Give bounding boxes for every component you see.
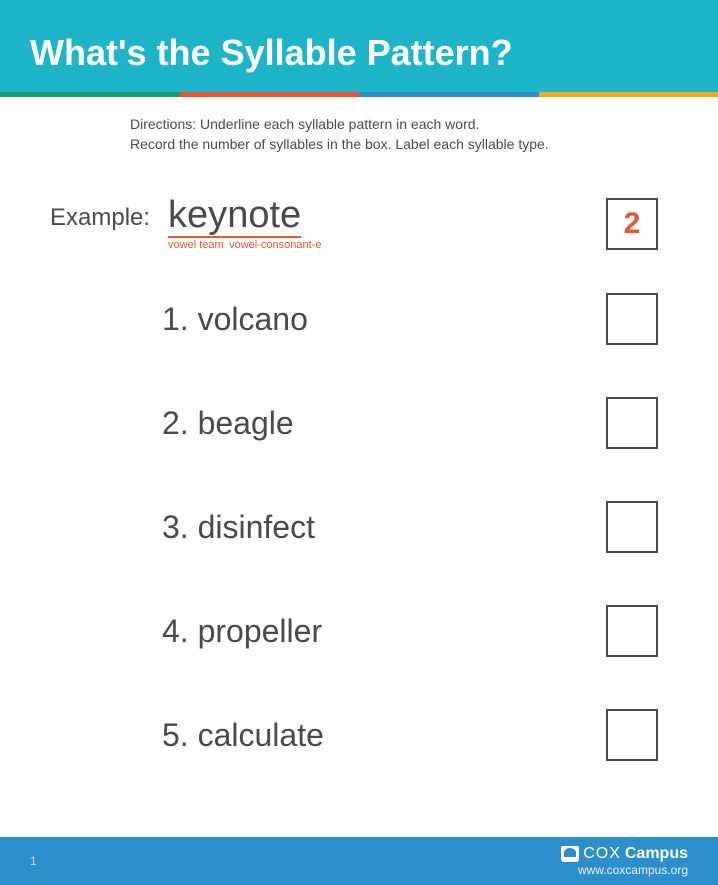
- item-row: 4. propeller: [50, 605, 658, 657]
- item-word: 1. volcano: [162, 301, 606, 338]
- color-strip: [0, 92, 718, 97]
- item-text: disinfect: [198, 509, 315, 545]
- syllable-type-2: vowel-consonant-e: [229, 239, 321, 251]
- answer-box[interactable]: [606, 293, 658, 345]
- footer: 1 COX Campus www.coxcampus.org: [0, 837, 718, 885]
- brand-cox: COX: [583, 845, 621, 863]
- answer-box[interactable]: [606, 501, 658, 553]
- example-answer-box: 2: [606, 198, 658, 250]
- strip-segment: [539, 92, 718, 97]
- page-number: 1: [30, 854, 37, 868]
- item-num: 5.: [162, 717, 189, 753]
- item-row: 2. beagle: [50, 397, 658, 449]
- book-icon: [561, 846, 579, 862]
- example-word-wrap: keynote vowel team vowel-consonant-e: [168, 194, 606, 251]
- footer-brand: COX Campus www.coxcampus.org: [561, 845, 688, 877]
- directions-line: Record the number of syllables in the bo…: [130, 135, 718, 155]
- item-word: 4. propeller: [162, 613, 606, 650]
- brand-campus: Campus: [625, 845, 688, 863]
- item-text: propeller: [198, 613, 323, 649]
- item-word: 2. beagle: [162, 405, 606, 442]
- syllable-2: note: [227, 194, 301, 238]
- example-label: Example:: [50, 194, 150, 232]
- syllable-type-labels: vowel team vowel-consonant-e: [168, 239, 606, 251]
- directions-line: Directions: Underline each syllable patt…: [130, 115, 718, 135]
- item-row: 3. disinfect: [50, 501, 658, 553]
- directions-text: Directions: Underline each syllable patt…: [0, 97, 718, 154]
- item-row: 5. calculate: [50, 709, 658, 761]
- item-num: 2.: [162, 405, 189, 441]
- example-word: keynote: [168, 194, 301, 237]
- syllable-1: key: [168, 194, 227, 238]
- item-text: volcano: [198, 301, 308, 337]
- example-row: Example: keynote vowel team vowel-conson…: [50, 194, 658, 251]
- item-word: 5. calculate: [162, 717, 606, 754]
- strip-segment: [0, 92, 180, 97]
- item-num: 1.: [162, 301, 189, 337]
- item-text: beagle: [198, 405, 294, 441]
- item-word: 3. disinfect: [162, 509, 606, 546]
- syllable-type-1: vowel team: [168, 239, 226, 251]
- worksheet-body: Example: keynote vowel team vowel-conson…: [0, 154, 718, 761]
- item-row: 1. volcano: [50, 293, 658, 345]
- item-num: 3.: [162, 509, 189, 545]
- brand-url: www.coxcampus.org: [561, 863, 688, 877]
- strip-segment: [180, 92, 360, 97]
- answer-box[interactable]: [606, 605, 658, 657]
- strip-segment: [359, 92, 539, 97]
- item-num: 4.: [162, 613, 189, 649]
- item-text: calculate: [198, 717, 324, 753]
- answer-box[interactable]: [606, 397, 658, 449]
- page-title: What's the Syllable Pattern?: [30, 32, 688, 74]
- header-banner: What's the Syllable Pattern?: [0, 0, 718, 92]
- brand-logo: COX Campus: [561, 845, 688, 863]
- answer-box[interactable]: [606, 709, 658, 761]
